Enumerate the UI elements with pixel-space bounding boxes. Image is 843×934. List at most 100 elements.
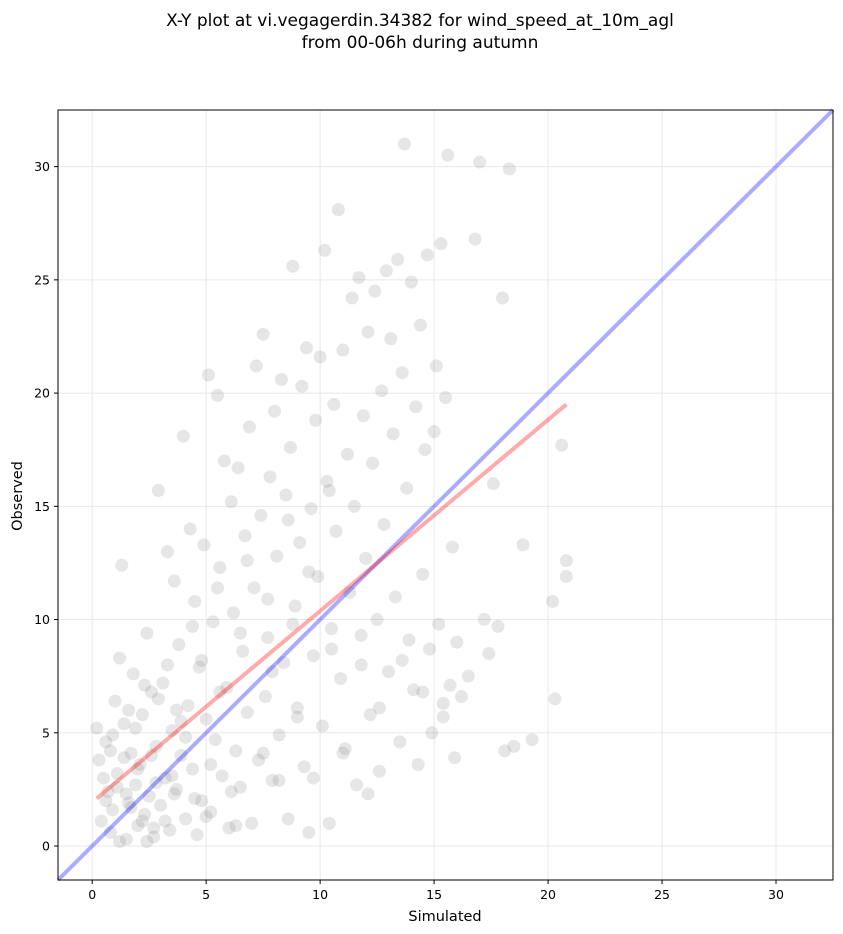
data-point-146 (423, 642, 437, 656)
data-point-13 (119, 832, 133, 846)
data-point-198 (272, 773, 286, 787)
data-point-138 (404, 275, 418, 289)
data-point-80 (272, 728, 286, 742)
data-point-45 (192, 660, 206, 674)
y-tick-label-5: 25 (34, 272, 50, 287)
chart-title-line-1: X-Y plot at vi.vegagerdin.34382 for wind… (166, 11, 674, 31)
data-point-19 (133, 758, 147, 771)
data-point-218 (211, 581, 225, 595)
data-point-69 (247, 581, 261, 595)
data-point-150 (432, 617, 446, 631)
data-point-180 (135, 814, 149, 828)
y-tick-label-3: 15 (34, 499, 50, 514)
data-point-38 (176, 429, 190, 443)
data-point-105 (329, 524, 343, 538)
data-point-231 (229, 819, 243, 833)
data-point-50 (204, 805, 218, 819)
data-point-179 (119, 787, 133, 801)
data-point-191 (110, 780, 124, 794)
plot-frame (57, 109, 834, 881)
data-point-134 (395, 366, 409, 380)
data-point-67 (242, 420, 256, 434)
data-point-184 (179, 730, 193, 744)
data-point-68 (245, 816, 259, 830)
data-point-122 (368, 284, 382, 298)
data-point-61 (229, 744, 243, 758)
data-point-4 (99, 735, 113, 749)
data-point-141 (411, 758, 425, 771)
data-point-8 (108, 694, 122, 708)
data-point-93 (302, 825, 316, 839)
data-point-166 (491, 619, 505, 633)
data-point-44 (190, 828, 204, 842)
data-point-226 (122, 703, 136, 717)
data-point-56 (217, 454, 231, 468)
data-point-147 (425, 726, 439, 740)
data-point-32 (163, 823, 177, 837)
data-point-230 (199, 810, 213, 824)
data-point-66 (240, 705, 254, 719)
data-point-15 (124, 746, 138, 760)
data-point-202 (195, 653, 209, 667)
data-point-187 (99, 794, 113, 808)
data-point-132 (391, 252, 405, 266)
data-point-29 (156, 676, 170, 690)
data-point-169 (502, 162, 516, 176)
data-point-10 (113, 651, 127, 665)
data-point-203 (233, 626, 247, 640)
data-point-94 (304, 502, 318, 516)
data-point-206 (286, 617, 300, 631)
data-point-49 (201, 368, 215, 382)
data-point-107 (334, 671, 348, 685)
data-point-55 (215, 769, 229, 783)
data-point-99 (315, 719, 329, 733)
data-point-162 (473, 155, 487, 169)
axis-ticks: 0 5 10 15 20 25 30 0 5 10 15 20 25 30 (34, 159, 784, 902)
data-point-22 (140, 626, 154, 640)
data-point-129 (384, 332, 398, 346)
data-point-227 (103, 744, 117, 758)
data-point-30 (158, 771, 172, 785)
data-point-178 (106, 728, 120, 742)
data-point-194 (170, 703, 184, 717)
data-point-108 (336, 343, 350, 357)
data-point-103 (325, 622, 339, 636)
data-point-41 (183, 522, 197, 536)
data-point-155 (443, 678, 457, 692)
data-point-177 (559, 570, 573, 584)
data-point-75 (261, 631, 275, 645)
data-point-26 (149, 739, 163, 753)
data-point-200 (117, 751, 131, 765)
data-point-54 (213, 560, 227, 574)
data-point-17 (129, 778, 142, 792)
data-point-89 (293, 536, 307, 550)
data-point-214 (306, 771, 320, 785)
data-point-135 (397, 137, 411, 151)
data-point-100 (318, 243, 332, 257)
data-point-62 (231, 461, 245, 475)
data-point-157 (448, 751, 462, 765)
x-tick-label-5: 25 (654, 887, 670, 902)
data-point-73 (256, 327, 270, 341)
data-point-28 (154, 798, 168, 812)
data-point-181 (149, 776, 163, 790)
data-point-88 (290, 701, 304, 715)
data-point-208 (354, 628, 368, 642)
y-tick-label-6: 30 (34, 159, 50, 174)
data-point-1 (92, 753, 106, 767)
data-point-125 (375, 384, 389, 398)
data-point-39 (179, 812, 193, 826)
data-point-43 (188, 594, 202, 608)
data-point-161 (468, 232, 482, 246)
data-point-57 (220, 681, 234, 694)
data-point-229 (167, 787, 181, 801)
data-point-130 (386, 427, 400, 441)
data-point-79 (270, 549, 284, 563)
data-point-112 (345, 291, 359, 305)
data-point-7 (106, 803, 120, 817)
data-point-126 (377, 517, 391, 531)
data-point-139 (407, 683, 421, 697)
data-point-64 (236, 644, 250, 658)
data-point-110 (340, 447, 354, 461)
